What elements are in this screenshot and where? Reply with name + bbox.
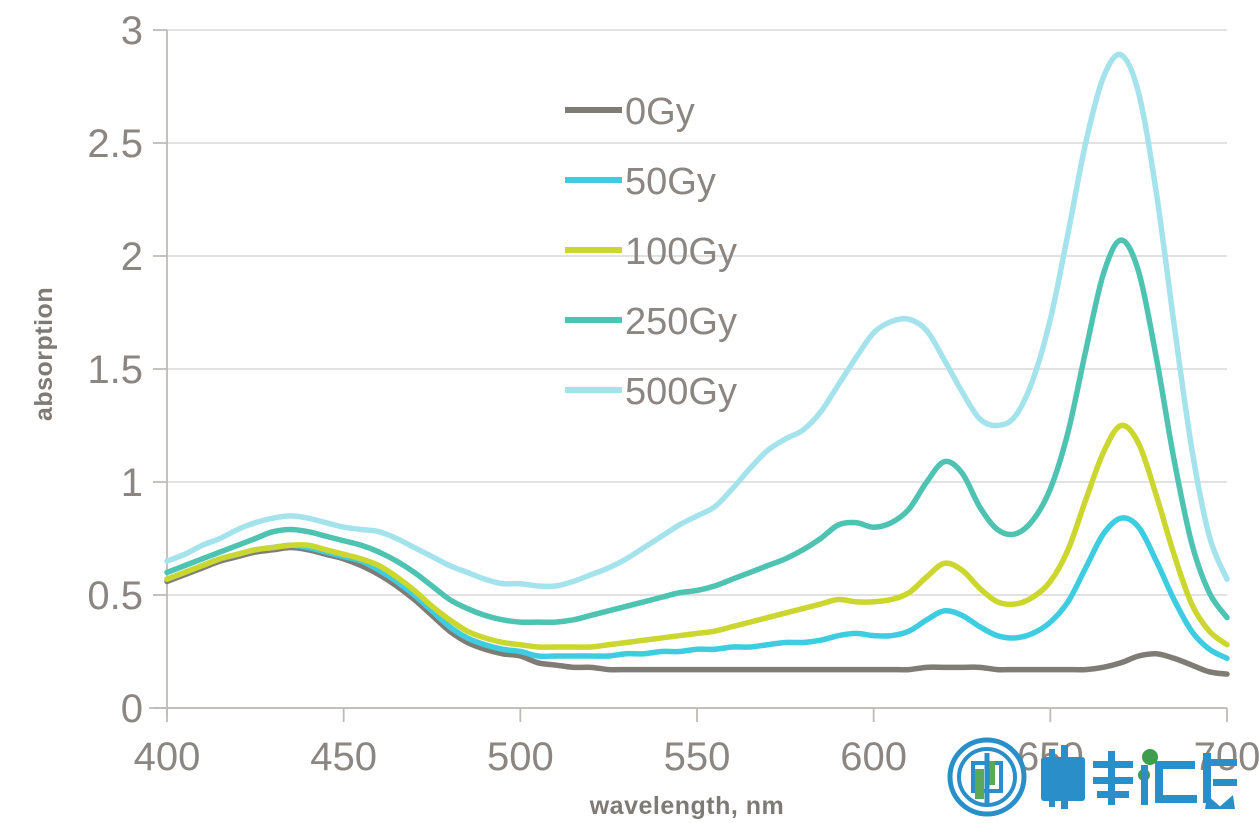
y-tick-label: 2 — [121, 235, 143, 279]
series-lines — [164, 51, 1230, 677]
series-line-0gy — [164, 544, 1230, 677]
y-tick-label: 1 — [121, 461, 143, 505]
series-line-500gy — [164, 51, 1230, 590]
x-tick-label: 450 — [310, 735, 377, 779]
x-tick-label: 600 — [840, 735, 907, 779]
series-line-100gy — [164, 422, 1230, 650]
y-tick-label: 3 — [121, 9, 143, 53]
y-tick-label: 2.5 — [87, 122, 143, 166]
x-tick-label: 650 — [1017, 735, 1084, 779]
axis-ticks — [153, 29, 1228, 722]
y-tick-labels: 3 2.5 2 1.5 1 0.5 0 — [87, 9, 143, 731]
chart-legend: 0Gy 50Gy 100Gy 250Gy 500Gy — [565, 91, 737, 413]
y-axis-title: absorption — [30, 287, 58, 421]
legend-label-100gy: 100Gy — [625, 231, 737, 273]
legend-label-0gy: 0Gy — [625, 91, 695, 133]
x-tick-label: 550 — [664, 735, 731, 779]
gridlines — [167, 29, 1227, 709]
legend-label-500gy: 500Gy — [625, 371, 737, 413]
series-line-250gy — [164, 237, 1230, 626]
x-tick-label: 700 — [1194, 735, 1259, 779]
y-tick-label: 1.5 — [87, 348, 143, 392]
x-axis-title: wavelength, nm — [589, 792, 785, 820]
y-tick-label: 0 — [121, 687, 143, 731]
x-tick-label: 500 — [487, 735, 554, 779]
legend-label-250gy: 250Gy — [625, 301, 737, 343]
x-tick-labels: 400 450 500 550 600 650 700 — [134, 735, 1259, 779]
legend-label-50gy: 50Gy — [625, 161, 716, 203]
y-tick-label: 0.5 — [87, 574, 143, 618]
x-tick-label: 400 — [134, 735, 201, 779]
